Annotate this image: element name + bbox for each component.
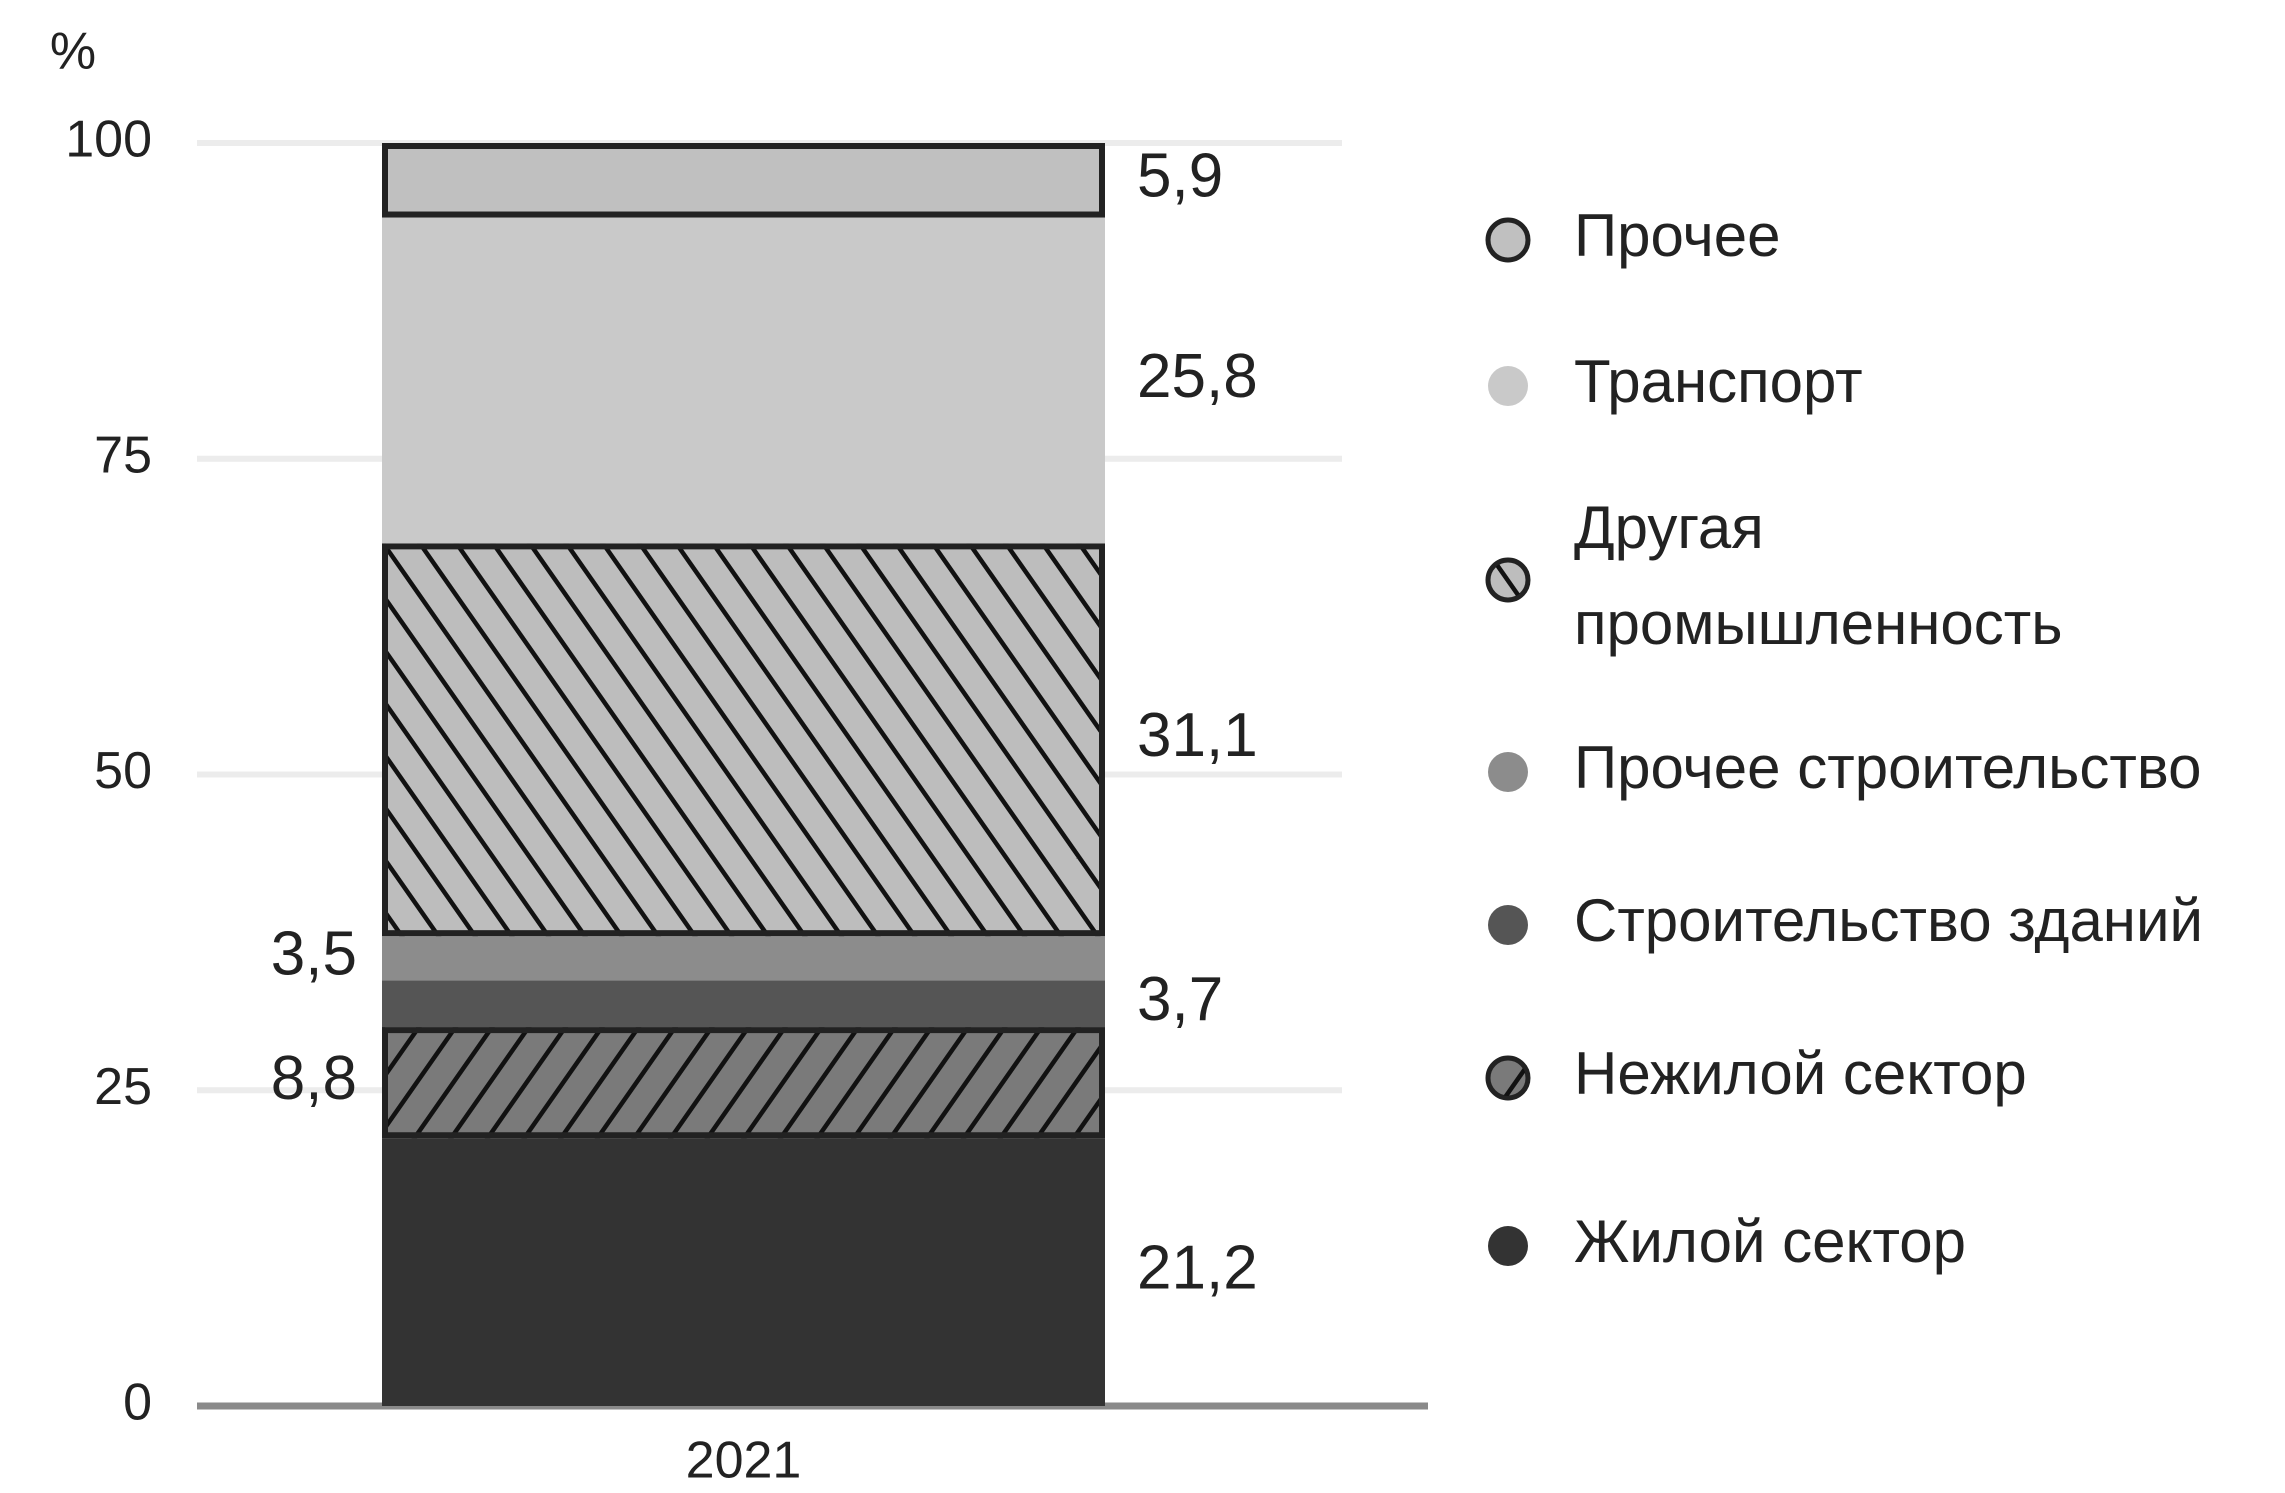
- segment: [382, 980, 1105, 1028]
- value-label: 3,5: [271, 920, 357, 989]
- segment-outline: [382, 543, 1105, 937]
- y-tick-label: 0: [123, 1374, 152, 1432]
- legend-item: Транспорт: [1488, 348, 1863, 415]
- segment-fill: [382, 217, 1105, 544]
- segment-fill: [382, 936, 1105, 981]
- segment: [382, 936, 1105, 981]
- legend-marker: [1488, 752, 1528, 792]
- y-tick-label: 50: [94, 742, 152, 800]
- legend-label: Жилой сектор: [1574, 1208, 1966, 1275]
- value-label: 3,7: [1137, 965, 1223, 1034]
- segment-fill: [382, 980, 1105, 1028]
- legend-item: Другая промышленность: [1485, 494, 2063, 657]
- legend-marker: [1488, 366, 1528, 406]
- legend-item: Жилой сектор: [1488, 1208, 1966, 1275]
- segment-hatch: [382, 543, 1105, 937]
- y-tick-label: 25: [94, 1058, 152, 1116]
- legend-label: Нежилой сектор: [1574, 1040, 2027, 1107]
- legend-marker: [1488, 905, 1528, 945]
- y-tick-label: 75: [94, 426, 152, 484]
- legend-marker: [1485, 217, 1531, 263]
- legend-item: Прочее: [1485, 202, 1781, 269]
- segment: [382, 1138, 1105, 1406]
- segment-hatch: [382, 1027, 1105, 1139]
- segment-outline: [382, 143, 1105, 218]
- segment-fill: [382, 143, 1105, 218]
- segment-fill: [382, 1138, 1105, 1406]
- segment: [382, 1027, 1105, 1139]
- legend-marker-hatch: [1490, 1060, 1526, 1096]
- legend-marker: [1488, 1226, 1528, 1266]
- value-label: 5,9: [1137, 142, 1223, 211]
- y-tick-label: 100: [65, 111, 152, 169]
- value-label: 25,8: [1137, 342, 1258, 411]
- legend-item: Прочее строительство: [1488, 734, 2201, 801]
- segment: [382, 143, 1105, 218]
- y-axis-label: %: [50, 23, 96, 81]
- value-label: 21,2: [1137, 1233, 1258, 1302]
- segment-outline: [382, 1027, 1105, 1139]
- legend-label: Прочее строительство: [1574, 734, 2201, 801]
- legend-label: Транспорт: [1574, 348, 1863, 415]
- legend-item: Нежилой сектор: [1485, 1040, 2027, 1107]
- legend-item: Строительство зданий: [1488, 887, 2203, 954]
- legend-label: Прочее: [1574, 202, 1781, 269]
- legend-label: Строительство зданий: [1574, 887, 2203, 954]
- legend-label: Другая промышленность: [1574, 494, 2063, 657]
- segment: [382, 543, 1105, 937]
- segment: [382, 217, 1105, 544]
- x-tick-label: 2021: [686, 1432, 802, 1490]
- legend-marker-hatch: [1490, 562, 1526, 598]
- value-label: 31,1: [1137, 701, 1258, 770]
- value-label: 8,8: [271, 1044, 357, 1113]
